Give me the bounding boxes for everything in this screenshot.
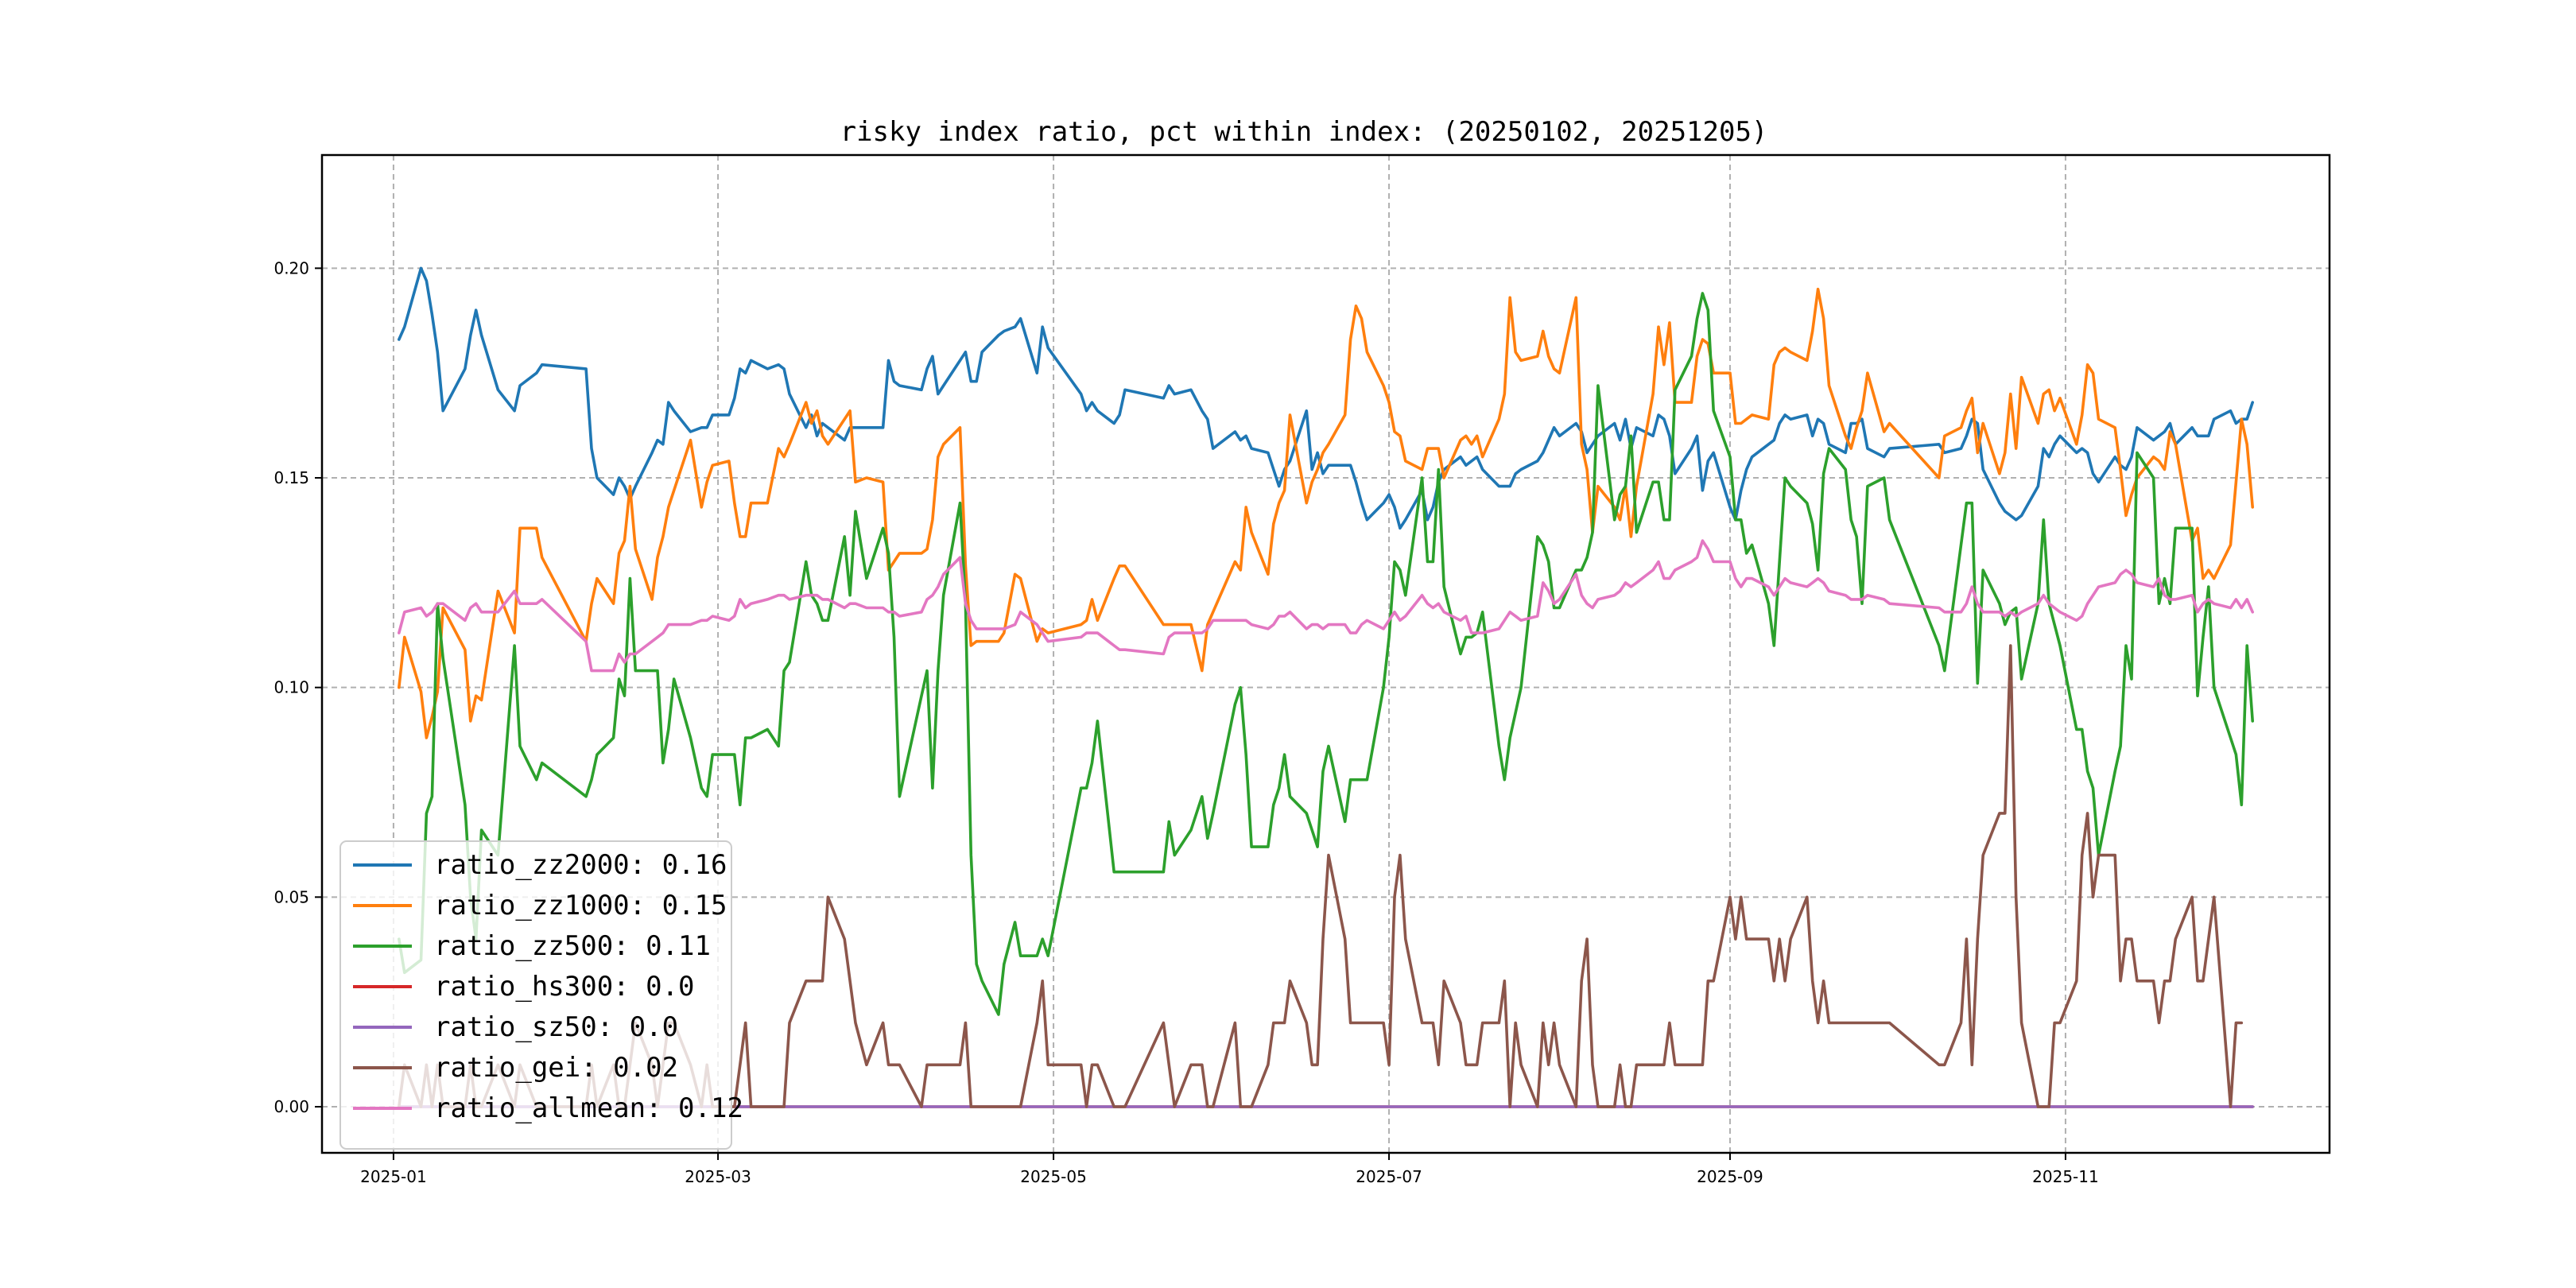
legend-label: ratio_hs300: 0.0 bbox=[434, 971, 695, 1003]
x-tick-label: 2025-01 bbox=[360, 1167, 427, 1186]
series-line-3 bbox=[398, 292, 2254, 1016]
legend: ratio_zz2000: 0.16 ratio_zz1000: 0.15 rati… bbox=[339, 840, 743, 1150]
legend-label: ratio_zz1000: 0.15 bbox=[434, 890, 727, 921]
y-tick-label: 0.15 bbox=[274, 468, 309, 487]
y-tick-label: 0.10 bbox=[274, 678, 309, 697]
legend-label: ratio_allmean: 0.12 bbox=[434, 1092, 743, 1124]
legend-box bbox=[339, 840, 732, 1150]
series-line-1 bbox=[398, 266, 2254, 530]
chart-title: risky index ratio, pct within index: (20… bbox=[840, 116, 1768, 148]
y-axis: 0.00 0.05 0.10 0.15 0.20 bbox=[274, 258, 322, 1116]
y-tick-label: 0.05 bbox=[274, 887, 309, 906]
legend-label: ratio_gei: 0.02 bbox=[434, 1052, 678, 1084]
x-tick-label: 2025-11 bbox=[2032, 1167, 2099, 1186]
legend-label: ratio_zz500: 0.11 bbox=[434, 930, 711, 962]
x-tick-label: 2025-09 bbox=[1697, 1167, 1763, 1186]
plot-frame bbox=[320, 153, 2331, 1154]
x-tick-label: 2025-05 bbox=[1020, 1167, 1087, 1186]
x-tick-label: 2025-03 bbox=[685, 1167, 751, 1186]
x-axis: 2025-01 2025-03 2025-05 2025-07 2025-09 2025-… bbox=[360, 1153, 2099, 1186]
series-line-6 bbox=[398, 644, 2244, 1108]
x-tick-label: 2025-07 bbox=[1356, 1167, 1422, 1186]
legend-label: ratio_zz2000: 0.16 bbox=[434, 849, 727, 881]
y-tick-label: 0.20 bbox=[274, 258, 309, 277]
series-line-2 bbox=[398, 287, 2254, 739]
series-line-7 bbox=[398, 539, 2254, 673]
legend-label: ratio_sz50: 0.0 bbox=[434, 1011, 678, 1043]
y-tick-label: 0.00 bbox=[274, 1097, 309, 1116]
